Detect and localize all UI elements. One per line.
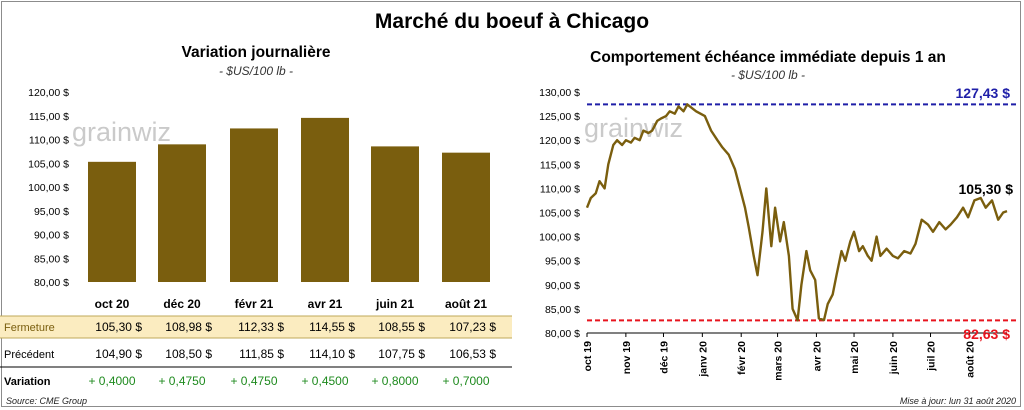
- left-watermark: grainwiz: [72, 117, 171, 147]
- previous-value: 108,50 $: [165, 347, 212, 361]
- left-ytick-label: 105,00 $: [28, 158, 69, 170]
- x-tick-label: févr 20: [736, 341, 748, 375]
- price-series-line: [585, 103, 1008, 322]
- previous-value: 114,10 $: [309, 347, 355, 361]
- previous-value: 111,85 $: [239, 347, 284, 361]
- row-label-prev: Précédent: [4, 349, 54, 361]
- line-chart: 80,00 $ 85,00 $ 90,00 $ 95,00 $ 100,00 $ 105,…: [539, 85, 1017, 381]
- right-ytick-label: 100,00 $: [539, 232, 580, 244]
- previous-value: 107,75 $: [378, 347, 425, 361]
- max-value-label: 127,43 $: [956, 85, 1011, 101]
- close-value: 108,55 $: [378, 320, 425, 334]
- category-label: août 21: [445, 297, 487, 311]
- bar-2: [230, 128, 278, 282]
- variation-value: + 0,4500: [301, 374, 348, 388]
- left-ytick-label: 110,00 $: [29, 135, 69, 147]
- previous-value: 104,90 $: [95, 347, 142, 361]
- x-tick-label: avr 20: [811, 341, 823, 372]
- left-ytick-label: 95,00 $: [34, 206, 69, 218]
- left-chart-subtitle: - $US/100 lb -: [218, 64, 294, 78]
- right-chart-subtitle: - $US/100 lb -: [730, 68, 806, 82]
- right-ytick-label: 95,00 $: [545, 256, 580, 268]
- close-value: 114,55 $: [309, 320, 355, 334]
- bar-chart: 80,00 $ 85,00 $ 90,00 $ 95,00 $ 100,00 $ 105,…: [0, 87, 512, 388]
- x-tick-label: juin 20: [888, 341, 900, 375]
- variation-value: + 0,7000: [442, 374, 489, 388]
- source-note: Source: CME Group: [6, 396, 88, 406]
- row-label-variation: Variation: [4, 376, 51, 388]
- row-label-close: Fermeture: [4, 322, 55, 334]
- right-ytick-label: 130,00 $: [539, 87, 580, 99]
- left-ytick-label: 100,00 $: [28, 182, 69, 194]
- close-value: 112,33 $: [238, 320, 284, 334]
- variation-value: + 0,8000: [371, 374, 418, 388]
- left-ytick-label: 90,00 $: [34, 230, 69, 242]
- category-label: déc 20: [163, 297, 201, 311]
- left-chart-title: Variation journalière: [181, 44, 331, 61]
- right-ytick-label: 120,00 $: [539, 135, 580, 147]
- bar-5: [442, 152, 490, 282]
- x-tick-label: août 20: [964, 341, 976, 378]
- close-row-background: [0, 316, 512, 338]
- close-value: 105,30 $: [95, 320, 142, 334]
- x-tick-label: janv 20: [697, 341, 709, 378]
- category-label: avr 21: [308, 297, 343, 311]
- category-label: juin 21: [375, 297, 414, 311]
- right-ytick-label: 90,00 $: [545, 280, 580, 292]
- left-ytick-label: 120,00 $: [28, 87, 69, 99]
- right-ytick-label: 85,00 $: [545, 304, 580, 316]
- category-label: oct 20: [95, 297, 130, 311]
- left-ytick-label: 85,00 $: [34, 253, 69, 265]
- right-ytick-label: 115,00 $: [540, 159, 580, 171]
- x-tick-label: déc 19: [658, 341, 670, 374]
- x-tick-label: juil 20: [926, 341, 938, 372]
- close-value: 107,23 $: [449, 320, 496, 334]
- right-ytick-label: 80,00 $: [545, 328, 580, 340]
- category-label: févr 21: [235, 297, 274, 311]
- right-chart-title: Comportement échéance immédiate depuis 1…: [590, 49, 946, 66]
- x-tick-label: nov 19: [621, 341, 633, 374]
- bar-4: [371, 146, 419, 282]
- variation-value: + 0,4750: [158, 374, 205, 388]
- left-ytick-label: 115,00 $: [29, 111, 69, 123]
- previous-value: 106,53 $: [449, 347, 496, 361]
- close-value: 108,98 $: [165, 320, 212, 334]
- variation-value: + 0,4750: [230, 374, 277, 388]
- min-value-label: 82,63 $: [963, 326, 1010, 342]
- x-tick-label: mai 20: [849, 341, 861, 374]
- main-title: Marché du boeuf à Chicago: [374, 10, 650, 33]
- left-ytick-label: 80,00 $: [34, 277, 69, 289]
- x-tick-label: mars 20: [773, 341, 785, 381]
- bar-1: [158, 144, 206, 282]
- right-ytick-label: 125,00 $: [539, 111, 580, 123]
- bar-3: [301, 117, 349, 282]
- bar-0: [88, 161, 136, 282]
- update-note: Mise à jour: lun 31 août 2020: [899, 396, 1016, 406]
- right-ytick-label: 110,00 $: [540, 183, 580, 195]
- last-value-label: 105,30 $: [959, 181, 1014, 197]
- x-tick-label: oct 19: [582, 341, 594, 372]
- variation-value: + 0,4000: [88, 374, 135, 388]
- right-ytick-label: 105,00 $: [539, 208, 580, 220]
